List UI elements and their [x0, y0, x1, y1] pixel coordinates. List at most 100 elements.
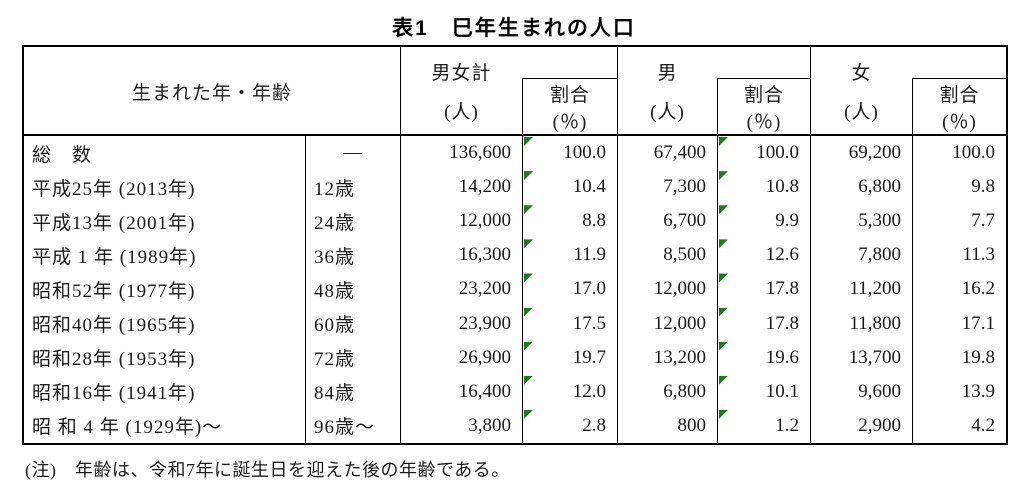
header-female: 女 (人)	[811, 47, 912, 135]
cell-total-pct: 19.7	[523, 341, 617, 375]
header-male-unit: (人)	[650, 101, 685, 123]
cell-year-label: 平成 1 年 (1989年)	[24, 238, 305, 272]
table-row: 平成 1 年 (1989年) 36歳 16,300 11.9 8,500 12.6 7,80…	[24, 238, 1006, 272]
cell-year-label: 昭和40年 (1965年)	[24, 307, 305, 341]
population-table: 生まれた年・年齢 男女計 (人) 割合 (％) 男 (人) 割合 (％) 女 (…	[22, 45, 1008, 445]
green-flag-triangle-icon	[524, 409, 533, 419]
cell-total: 16,300	[401, 238, 522, 272]
green-flag-triangle-icon	[719, 171, 728, 181]
cell-male: 67,400	[618, 136, 717, 170]
cell-text: 昭和28年 (1953年)	[32, 349, 196, 371]
green-flag-triangle-icon	[719, 205, 728, 215]
table-divider	[810, 47, 811, 443]
cell-text: 100.0	[756, 142, 799, 164]
cell-text: 19.7	[572, 346, 606, 368]
cell-male: 8,500	[618, 238, 717, 272]
table-divider	[912, 78, 913, 443]
green-flag-triangle-icon	[524, 239, 533, 249]
cell-text: 11,800	[849, 312, 901, 334]
cell-text: 10.1	[765, 380, 799, 402]
cell-text: 9.8	[971, 176, 995, 198]
cell-text: 800	[677, 414, 707, 436]
cell-total-pct: 11.9	[523, 238, 617, 272]
header-ratio-unit: (％)	[552, 112, 588, 134]
cell-male-pct: 10.8	[718, 170, 810, 204]
cell-text: 12,000	[653, 312, 706, 334]
cell-text: 96歳～	[314, 417, 376, 439]
ratio-box-top-rule	[912, 78, 1006, 79]
green-flag-triangle-icon	[524, 205, 533, 215]
cell-text: 5,300	[858, 210, 901, 232]
cell-text: 12.0	[572, 380, 606, 402]
cell-text: 19.8	[961, 346, 995, 368]
cell-female-pct: 16.2	[913, 272, 1006, 306]
header-year-age: 生まれた年・年齢	[131, 82, 292, 104]
green-flag-triangle-icon	[524, 307, 533, 317]
table-title: 表1 巳年生まれの人口	[392, 17, 636, 40]
cell-male-pct: 9.9	[718, 204, 810, 238]
cell-female-pct: 100.0	[913, 136, 1006, 170]
cell-male-pct: 12.6	[718, 238, 810, 272]
table-row: 昭和16年 (1941年) 84歳 16,400 12.0 6,800 10.1 9,600…	[24, 375, 1006, 409]
table-row: 総 数 — 136,600 100.0 67,400 100.0 69,200 100.0	[24, 136, 1006, 170]
cell-age: 72歳	[306, 341, 400, 375]
cell-text: 72歳	[314, 349, 356, 371]
cell-female: 69,200	[811, 136, 912, 170]
table-body: 総 数 — 136,600 100.0 67,400 100.0 69,200 100.0 平成…	[24, 136, 1006, 443]
cell-text: —	[343, 142, 363, 164]
cell-text: 12,000	[458, 210, 511, 232]
cell-year-label: 昭和28年 (1953年)	[24, 341, 305, 375]
cell-age: 12歳	[306, 170, 400, 204]
cell-female: 2,900	[811, 409, 912, 443]
table-row: 昭 和 4 年 (1929年)～ 96歳～ 3,800 2.8 800 1.2 2,900 4…	[24, 409, 1006, 443]
cell-text: 2,900	[858, 414, 901, 436]
cell-text: 4.2	[971, 414, 995, 436]
cell-text: 10.4	[572, 176, 606, 198]
cell-text: 9.9	[775, 210, 799, 232]
cell-male-pct: 17.8	[718, 307, 810, 341]
cell-total-pct: 10.4	[523, 170, 617, 204]
cell-text: 13,700	[848, 346, 901, 368]
cell-female: 9,600	[811, 375, 912, 409]
ratio-box-top-rule	[717, 78, 811, 79]
cell-text: 60歳	[314, 315, 356, 337]
green-flag-triangle-icon	[719, 239, 728, 249]
header-ratio-label: 割合	[743, 84, 784, 106]
cell-male: 6,700	[618, 204, 717, 238]
cell-female-pct: 13.9	[913, 375, 1006, 409]
cell-text: 昭和52年 (1977年)	[32, 280, 196, 302]
cell-text: 11,200	[849, 278, 901, 300]
cell-text: 12歳	[314, 178, 356, 200]
cell-text: 平成 1 年 (1989年)	[32, 246, 197, 268]
cell-year-label: 平成25年 (2013年)	[24, 170, 305, 204]
cell-text: 17.8	[765, 278, 799, 300]
cell-text: 昭 和 4 年 (1929年)～	[32, 417, 223, 439]
cell-text: 昭和16年 (1941年)	[32, 383, 196, 405]
cell-text: 12.6	[765, 244, 799, 266]
cell-male: 12,000	[618, 272, 717, 306]
cell-age: 84歳	[306, 375, 400, 409]
header-total: 男女計 (人)	[401, 47, 522, 135]
cell-female: 5,300	[811, 204, 912, 238]
cell-total-pct: 17.0	[523, 272, 617, 306]
cell-total: 16,400	[401, 375, 522, 409]
cell-total-pct: 100.0	[523, 136, 617, 170]
cell-total-pct: 8.8	[523, 204, 617, 238]
table-divider	[400, 47, 401, 443]
cell-text: 16.2	[961, 278, 995, 300]
cell-total: 23,200	[401, 272, 522, 306]
cell-total: 14,200	[401, 170, 522, 204]
cell-male-pct: 17.8	[718, 272, 810, 306]
cell-text: 7,800	[858, 244, 901, 266]
cell-total: 136,600	[401, 136, 522, 170]
cell-text: 11.9	[573, 244, 606, 266]
header-total-label: 男女計	[431, 63, 492, 85]
cell-text: 17.0	[572, 278, 606, 300]
cell-text: 2.8	[582, 414, 606, 436]
cell-text: 26,900	[458, 346, 511, 368]
cell-text: 84歳	[314, 383, 356, 405]
header-total-ratio: 割合 (％)	[523, 79, 617, 135]
table-row: 平成13年 (2001年) 24歳 12,000 8.8 6,700 9.9 5,300 7.…	[24, 204, 1006, 238]
green-flag-triangle-icon	[524, 375, 533, 385]
cell-total-pct: 2.8	[523, 409, 617, 443]
